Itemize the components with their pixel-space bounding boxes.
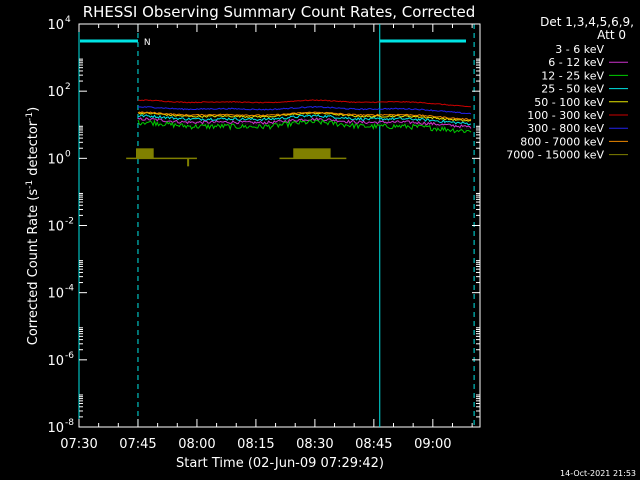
legend-label-3: 25 - 50 keV [541,83,604,96]
legend-header-attenuator: Att 0 [597,28,626,42]
x-tick-label-6: 09:00 [414,437,451,452]
x-axis-ticks: 07:30 07:45 08:00 08:15 08:30 08:45 09:00 [60,24,473,452]
y-tick-label-6: 10 [47,421,64,436]
legend-label-0: 3 - 6 keV [555,43,604,56]
legend-label-6: 300 - 800 keV [527,122,604,135]
chart-title: RHESSI Observing Summary Count Rates, Co… [83,3,476,21]
legend-header-detectors: Det 1,3,4,5,6,9, [540,15,634,29]
series-8-flag-block-1 [293,148,331,159]
x-tick-label-1: 07:45 [119,437,156,452]
y-tick-exponent-3: -2 [65,217,74,227]
series-line-3 [137,114,472,126]
y-tick-label-4: 10 [47,287,64,302]
legend-label-7: 800 - 7000 keV [520,135,604,148]
y-tick-label-5: 10 [47,354,64,369]
x-axis-label: Start Time (02-Jun-09 07:29:42) [176,456,384,471]
series-line-7 [137,111,472,121]
y-tick-label-0: 10 [47,18,64,33]
x-tick-label-3: 08:15 [237,437,274,452]
series-8-flag-block-0 [136,148,154,159]
legend-label-5: 100 - 300 keV [527,109,604,122]
series-8-flag-tick [187,158,190,167]
legend-label-8: 7000 - 15000 keV [506,149,604,162]
x-tick-label-0: 07:30 [60,437,97,452]
y-tick-exponent-4: -4 [65,284,74,294]
y-tick-exponent-0: 4 [65,15,71,25]
legend-label-4: 50 - 100 keV [534,96,604,109]
y-tick-exponent-1: 2 [65,82,71,92]
x-tick-label-2: 08:00 [178,437,215,452]
y-tick-label-2: 10 [47,152,64,167]
y-tick-exponent-6: -8 [65,418,74,428]
y-tick-exponent-2: 0 [65,149,71,159]
y-tick-label-3: 10 [47,220,64,235]
x-tick-label-5: 08:45 [355,437,392,452]
saa-flag-label: N [144,38,151,48]
y-axis-label: Corrected Count Rate (s-1 detector-1) [25,107,41,345]
series-line-6 [137,105,472,115]
legend-label-2: 12 - 25 keV [541,69,604,82]
y-tick-label-1: 10 [47,85,64,100]
series-line-0 [137,117,472,133]
series-line-5 [137,99,472,108]
series-line-2 [137,119,472,134]
x-tick-label-4: 08:30 [296,437,333,452]
timestamp: 14-Oct-2021 21:53 [560,469,636,478]
legend-label-1: 6 - 12 keV [548,56,604,69]
plot-frame [78,23,481,428]
plot-marks: N [78,24,475,427]
y-tick-exponent-5: -6 [65,351,74,361]
series-line-1 [137,117,472,129]
